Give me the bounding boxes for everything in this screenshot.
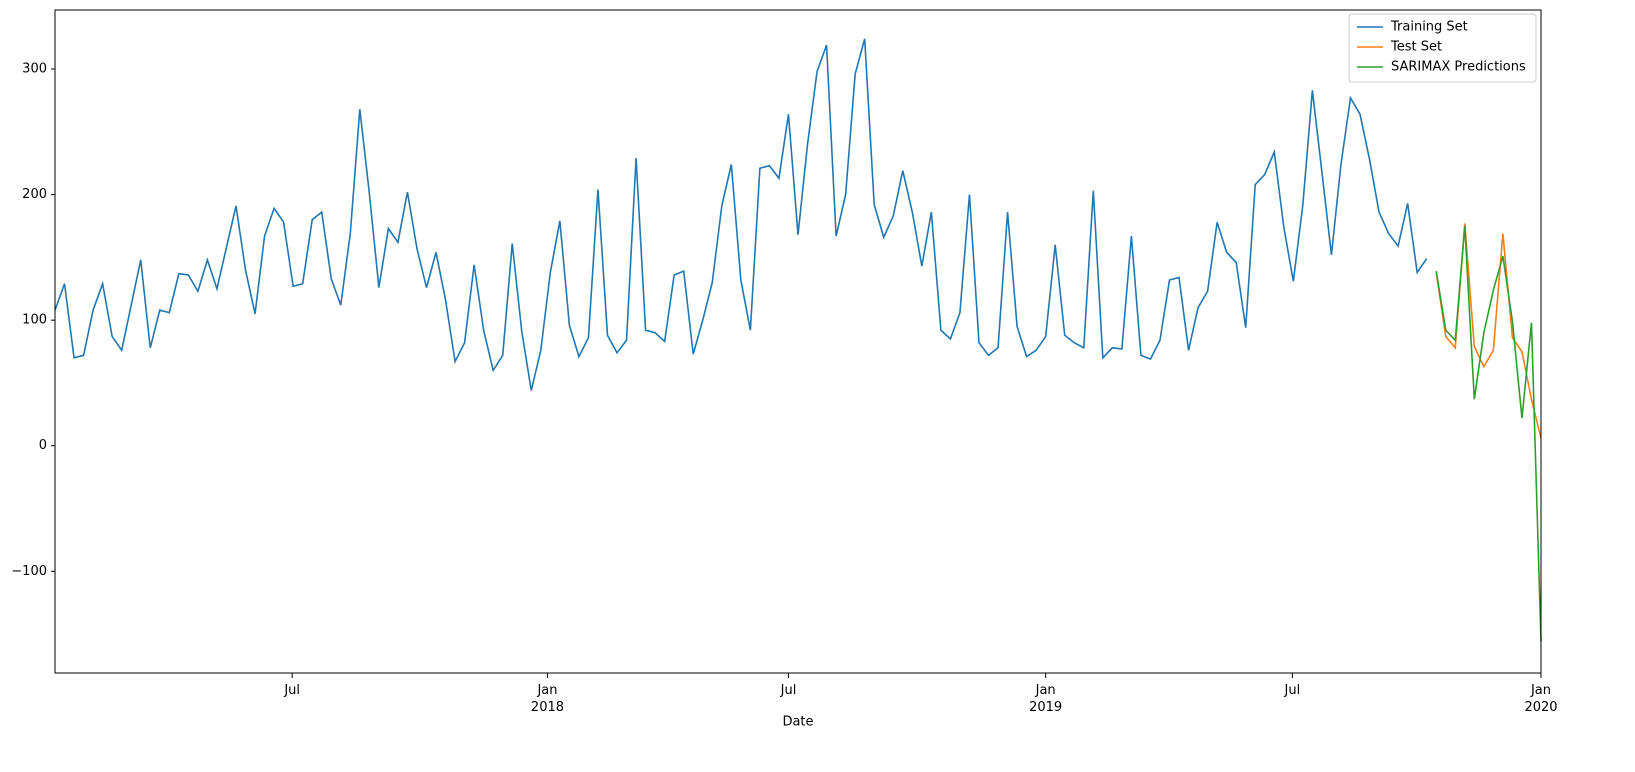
legend-box	[1348, 13, 1537, 83]
x-axis-label: Date	[782, 715, 813, 730]
x-tick-label: Jul	[780, 683, 797, 698]
y-tick-label: 0	[39, 438, 47, 453]
legend-label: Training Set	[1390, 20, 1468, 35]
y-tick-label: 200	[22, 187, 47, 202]
legend-label: Test Set	[1390, 40, 1442, 55]
series-line	[1435, 225, 1542, 642]
y-tick-label: 100	[22, 313, 47, 328]
y-tick-label: −100	[11, 564, 47, 579]
axes-frame	[54, 9, 1542, 674]
x-tick-label: Jan 2019	[1029, 683, 1063, 715]
y-tick-label: 300	[22, 62, 47, 77]
series-line	[1435, 223, 1542, 439]
series-line	[54, 38, 1428, 391]
x-tick-label: Jul	[1284, 683, 1301, 698]
x-tick-label: Jan 2020	[1524, 683, 1558, 715]
x-tick-label: Jan 2018	[530, 683, 565, 715]
x-tick-label: Jul	[284, 683, 301, 698]
legend-label: SARIMAX Predictions	[1391, 60, 1526, 75]
